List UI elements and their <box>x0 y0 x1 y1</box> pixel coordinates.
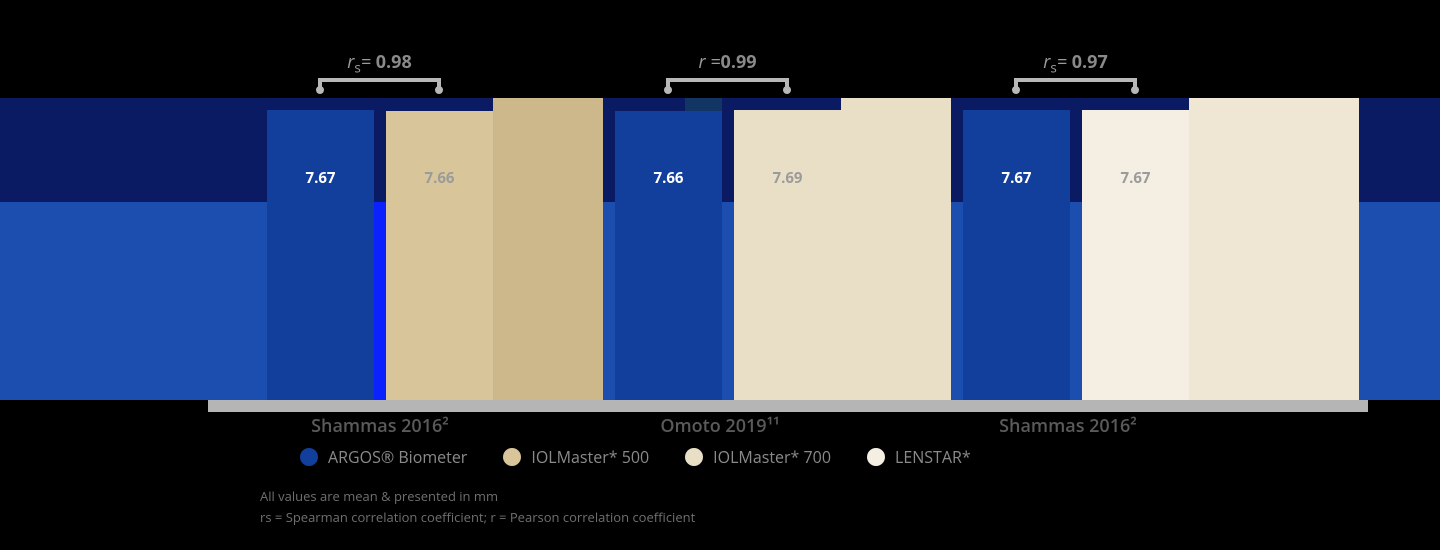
decor-bar <box>493 98 603 400</box>
data-bar <box>386 111 493 400</box>
bar-value-label: 7.69 <box>772 168 802 188</box>
chart-area: 7.67 7.66 rs= 0.98 Shammas 2016² 7.66 7.69 r =… <box>0 0 1440 550</box>
footnotes: All values are mean & presented in mmrs … <box>260 486 695 528</box>
correlation-label: rs= 0.97 <box>1043 50 1108 77</box>
x-axis-baseline <box>208 400 1368 412</box>
bar-value-label: 7.66 <box>424 168 454 188</box>
bar-value-label: 7.66 <box>653 168 683 188</box>
data-bar <box>267 110 374 400</box>
comparison-bracket <box>1016 78 1135 92</box>
comparison-bracket <box>668 78 787 92</box>
data-bar <box>734 110 841 400</box>
data-bar <box>963 110 1070 400</box>
legend-swatch <box>685 448 703 466</box>
legend-label: IOLMaster* 700 <box>713 446 831 468</box>
legend-label: ARGOS® Biometer <box>328 446 467 468</box>
legend-item: IOLMaster* 700 <box>685 446 831 468</box>
x-axis-label: Omoto 2019¹¹ <box>660 414 779 438</box>
data-bar <box>1082 110 1189 400</box>
correlation-label: r =0.99 <box>698 50 756 74</box>
data-bar <box>615 111 722 400</box>
legend-label: IOLMaster* 500 <box>531 446 649 468</box>
legend: ARGOS® Biometer IOLMaster* 500 IOLMaster* … <box>300 446 971 468</box>
legend-item: ARGOS® Biometer <box>300 446 467 468</box>
legend-label: LENSTAR* <box>895 446 971 468</box>
x-axis-label: Shammas 2016² <box>311 414 449 438</box>
legend-swatch <box>503 448 521 466</box>
legend-swatch <box>300 448 318 466</box>
footnote-line: All values are mean & presented in mm <box>260 486 695 507</box>
comparison-bracket <box>320 78 439 92</box>
bar-value-label: 7.67 <box>305 168 335 188</box>
legend-item: IOLMaster* 500 <box>503 446 649 468</box>
legend-swatch <box>867 448 885 466</box>
bar-value-label: 7.67 <box>1120 168 1150 188</box>
footnote-line: rs = Spearman correlation coefficient; r… <box>260 507 695 528</box>
bar-value-label: 7.67 <box>1001 168 1031 188</box>
decor-bar <box>841 98 951 400</box>
decor-bar <box>1189 98 1359 400</box>
x-axis-label: Shammas 2016² <box>999 414 1137 438</box>
legend-item: LENSTAR* <box>867 446 971 468</box>
correlation-label: rs= 0.98 <box>347 50 412 77</box>
